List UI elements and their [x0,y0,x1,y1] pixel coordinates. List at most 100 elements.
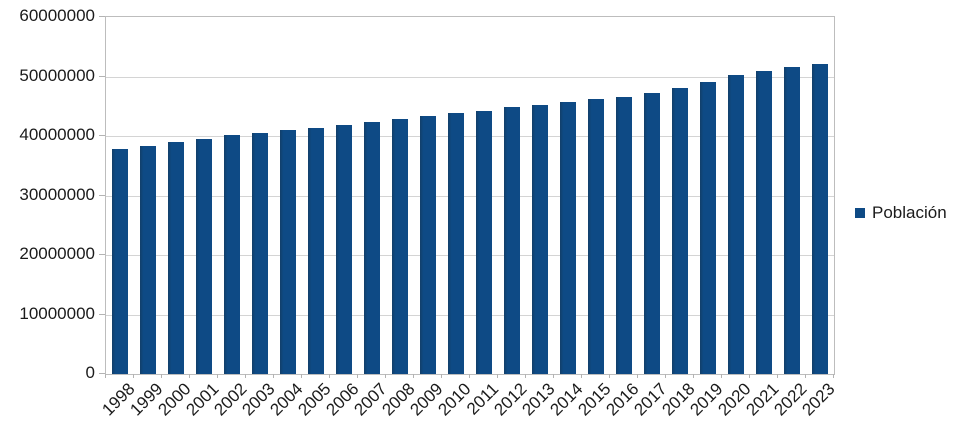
bar-2005 [308,127,324,374]
bar-slot [302,17,330,374]
y-axis-tick-mark [99,135,105,136]
bar-slot [666,17,694,374]
bar-1999 [140,145,156,374]
x-axis-tick-mark [441,374,442,378]
gridline [106,314,834,316]
legend-swatch-icon [855,208,865,218]
bar-2019 [700,81,716,374]
x-axis-tick-mark [553,374,554,378]
bar-2000 [168,142,184,374]
x-axis-tick-mark [273,374,274,378]
x-axis-tick-mark [805,374,806,378]
x-axis-tick-mark [665,374,666,378]
x-axis-tick-mark [329,374,330,378]
y-axis-tick-mark [99,313,105,315]
y-axis-tick-mark [99,254,105,255]
x-axis-tick-mark [189,374,190,378]
bar-slot [274,17,302,374]
x-axis-tick-mark [749,374,750,378]
y-axis-tick-mark [99,75,105,77]
y-axis-tick-label: 50000000 [19,65,95,85]
bar-slot [470,17,498,374]
plot-area [105,16,835,375]
legend: Población [855,203,947,223]
bar-2009 [420,116,436,374]
bar-2022 [784,66,800,374]
x-axis-tick-mark [385,374,386,378]
bar-slot [414,17,442,374]
bar-slot [806,17,834,374]
y-axis-tick-mark [99,194,105,196]
x-axis-tick-mark [469,374,470,378]
bar-2015 [588,99,604,374]
x-axis-tick-mark [301,374,302,378]
bar-2012 [504,107,520,374]
x-axis-tick-mark [777,374,778,378]
bar-2007 [364,122,380,374]
y-axis-tick-label: 40000000 [19,125,95,144]
x-axis-tick-mark [525,374,526,378]
legend-label: Población [872,203,947,222]
bar-2001 [196,138,212,374]
x-axis-tick-mark [497,374,498,378]
bar-2011 [476,110,492,374]
bar-2014 [560,102,576,374]
y-axis-tick-label: 60000000 [19,6,95,25]
x-axis-tick-mark [637,374,638,378]
bar-2010 [448,113,464,374]
bar-2018 [672,88,688,374]
bar-slot [134,17,162,374]
bar-slot [386,17,414,374]
bar-slot [442,17,470,374]
gridline [106,195,834,197]
x-axis-tick-label: 2023 [798,379,839,420]
bar-slot [246,17,274,374]
y-axis-tick-mark [99,373,105,374]
x-axis-tick-mark [693,374,694,378]
bar-2003 [252,133,268,374]
x-axis-tick-mark [133,374,134,378]
bar-slot [638,17,666,374]
bar-2006 [336,125,352,374]
y-axis-tick-mark [99,16,105,17]
bar-2002 [224,135,240,374]
x-axis-tick-mark [245,374,246,378]
bar-slot [162,17,190,374]
bar-slot [526,17,554,374]
bar-1998 [112,149,128,374]
bar-slot [218,17,246,374]
bar-slot [106,17,134,374]
gridline [106,255,834,256]
x-axis-tick-mark [413,374,414,378]
x-axis-tick-mark [105,374,106,378]
bar-2013 [532,104,548,374]
x-axis-tick-mark [357,374,358,378]
bar-2017 [644,92,660,374]
bar-slot [722,17,750,374]
bar-slot [358,17,386,374]
bar-slot [694,17,722,374]
bar-slot [582,17,610,374]
x-axis-tick-mark [833,374,834,378]
bars-container [106,17,834,374]
bar-slot [610,17,638,374]
bar-2004 [280,130,296,374]
bar-slot [190,17,218,374]
bar-2020 [728,75,744,374]
y-axis-tick-label: 30000000 [19,184,95,204]
bar-2008 [392,118,408,374]
x-axis-tick-mark [721,374,722,378]
x-axis-tick-mark [609,374,610,378]
y-axis-tick-label: 20000000 [19,244,95,263]
x-axis-tick-mark [217,374,218,378]
y-axis-tick-label: 10000000 [19,303,95,323]
bar-slot [498,17,526,374]
gridline [106,76,834,78]
y-axis-tick-label: 0 [85,363,95,382]
gridline [106,136,834,137]
bar-slot [778,17,806,374]
bar-2021 [756,70,772,374]
bar-slot [554,17,582,374]
x-axis-tick-mark [161,374,162,378]
